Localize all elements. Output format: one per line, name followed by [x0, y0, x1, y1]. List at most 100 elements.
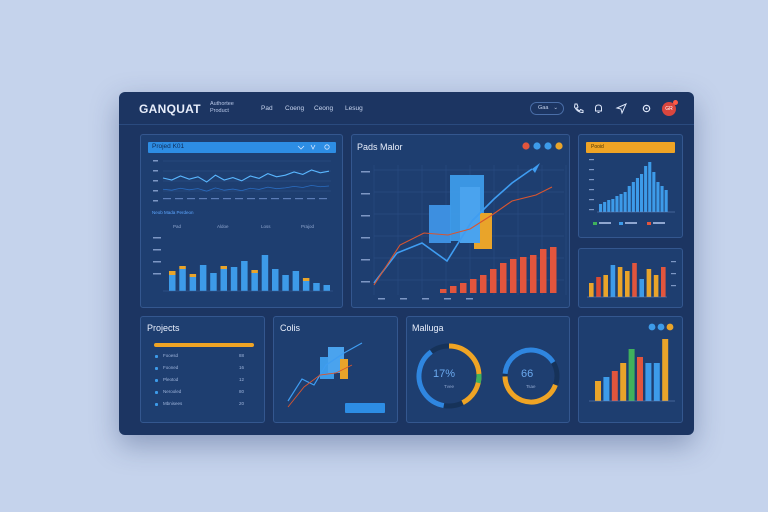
search-field[interactable]: Gaa ⌄ — [530, 102, 564, 115]
nav-item-ceong[interactable]: Ceong — [314, 105, 334, 112]
tick-mark — [153, 237, 161, 239]
action-button[interactable] — [345, 403, 385, 413]
dash-mark — [283, 198, 291, 200]
tick-mark — [153, 261, 161, 263]
bell-icon[interactable] — [592, 102, 605, 115]
list-item-value: 12 — [239, 377, 245, 382]
list-item[interactable]: Mbnisees 20 — [155, 401, 255, 409]
nav-item-pad[interactable]: Pad — [261, 105, 273, 112]
bar — [615, 196, 619, 212]
user-avatar[interactable]: GR — [662, 102, 676, 116]
tick-mark — [361, 193, 370, 195]
panel-pooid: Pooid — [578, 134, 683, 238]
bar-cap — [302, 278, 310, 281]
list-item-label: Fooned — [163, 365, 179, 370]
tick-mark — [589, 189, 594, 191]
bar — [617, 267, 623, 297]
legend-text — [625, 222, 637, 224]
notification-dot — [673, 100, 678, 105]
bar — [429, 205, 451, 243]
bar — [282, 275, 289, 291]
settings-icon[interactable] — [640, 102, 653, 115]
bar — [611, 371, 618, 401]
dashboard-window: GANQUAT Authortee Product Pad Coeng Ceon… — [119, 92, 694, 435]
arrow-head — [532, 163, 540, 173]
bar — [623, 192, 627, 212]
phone-icon[interactable] — [572, 102, 585, 115]
bar — [620, 363, 627, 401]
list-item-value: 80 — [239, 389, 245, 394]
bar-cap — [251, 270, 258, 273]
search-label: Gaa — [538, 105, 549, 111]
bar — [603, 275, 608, 297]
tick-mark — [361, 281, 370, 283]
bar-cap — [220, 266, 227, 269]
tick-mark — [671, 261, 676, 263]
mini-chart — [287, 342, 363, 408]
tick-mark — [671, 273, 676, 275]
tick-mark — [422, 298, 429, 300]
list-item[interactable]: Nerooled 80 — [155, 389, 255, 397]
bar — [470, 279, 477, 293]
tick-mark — [589, 159, 594, 161]
bar — [653, 363, 660, 401]
col-header: Prajod — [301, 224, 315, 229]
tick-mark — [589, 199, 594, 201]
nav-item-lesug[interactable]: Lesug — [345, 105, 363, 112]
app-logo[interactable]: GANQUAT — [139, 102, 201, 116]
list-item-label: Fooesd — [163, 353, 179, 358]
bar — [628, 349, 635, 401]
tick-mark — [444, 298, 451, 300]
bar — [189, 277, 197, 291]
list-item[interactable]: Fooesd 88 — [155, 353, 255, 361]
list-item-label: Mbnisees — [163, 401, 183, 406]
bar — [627, 186, 631, 212]
panel-color-bars — [578, 248, 683, 308]
bar — [603, 377, 610, 401]
tick-mark — [361, 237, 370, 239]
series-line — [162, 184, 330, 192]
gauge-value: 17% — [433, 368, 456, 380]
bar — [460, 283, 467, 293]
bar — [313, 283, 320, 291]
panel-header-bar — [148, 142, 336, 153]
bar — [272, 269, 279, 291]
dash-mark — [247, 198, 255, 200]
tick-mark — [361, 171, 370, 173]
bar — [480, 275, 487, 293]
bar-chart — [589, 339, 675, 402]
bar — [323, 285, 330, 291]
bar — [611, 199, 615, 212]
tick-mark — [378, 298, 385, 300]
dash-mark — [259, 198, 267, 200]
dash-mark — [187, 198, 195, 200]
bar — [220, 269, 227, 291]
panel-pads-malor: Pads Malor — [351, 134, 570, 308]
panel-header-bar — [586, 142, 675, 153]
bar — [639, 279, 644, 297]
dash-mark — [295, 198, 303, 200]
bar — [589, 283, 594, 297]
bar-chart — [587, 261, 676, 298]
list-item[interactable]: Pleotod 12 — [155, 377, 255, 385]
dash-mark — [211, 198, 219, 200]
top-bar: GANQUAT Authortee Product Pad Coeng Ceon… — [119, 92, 694, 125]
series-line — [287, 364, 353, 408]
panel-title: Colis — [280, 323, 301, 333]
tick-mark — [153, 170, 158, 172]
bar — [596, 277, 601, 297]
bar — [648, 162, 652, 212]
bar — [607, 200, 611, 212]
bar — [230, 267, 238, 291]
panel-colis: Colis — [273, 316, 398, 423]
bar — [550, 247, 557, 293]
nav-item-coeng[interactable]: Coeng — [285, 105, 305, 112]
legend-dots — [648, 323, 674, 331]
chevron-down-icon: ⌄ — [553, 105, 558, 111]
list-item[interactable]: Fooned 16 — [155, 365, 255, 373]
bar — [241, 261, 248, 291]
send-icon[interactable] — [615, 102, 628, 115]
tick-mark — [671, 285, 676, 287]
bar — [595, 381, 601, 401]
bar — [656, 182, 660, 212]
